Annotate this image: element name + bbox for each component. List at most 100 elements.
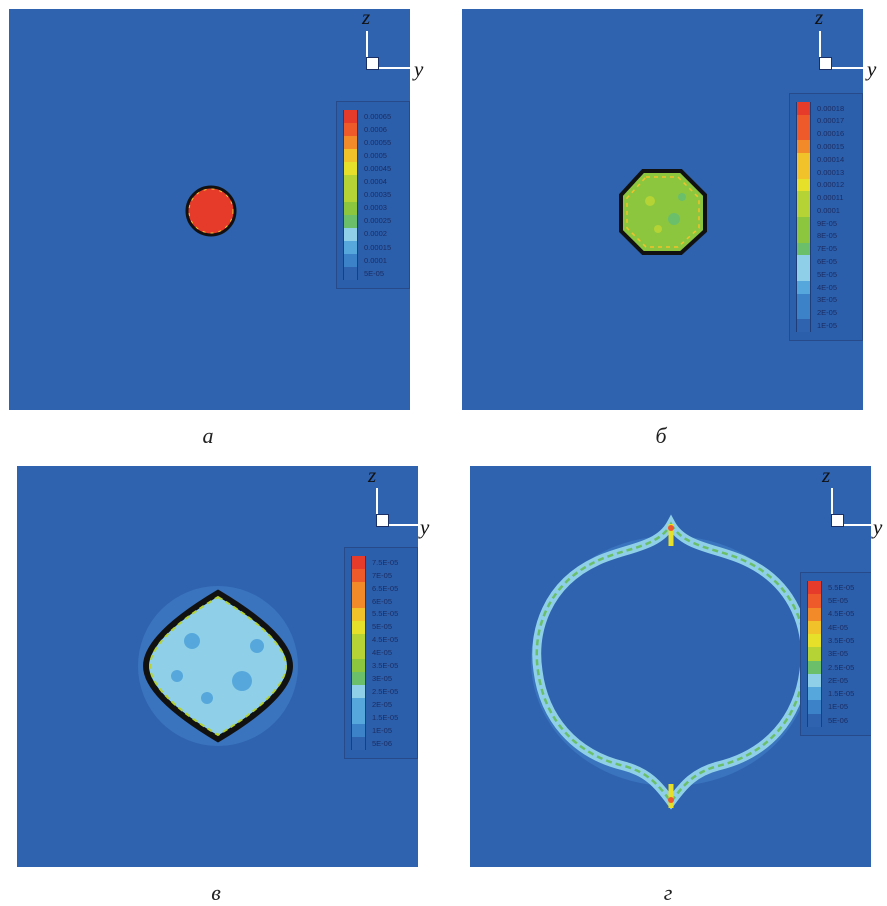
- axis-origin-marker: [819, 57, 832, 70]
- legend-entry: 4.5E-05: [351, 633, 398, 647]
- axis-label-z-b: z: [815, 5, 824, 29]
- legend-label: 0.00011: [817, 193, 844, 203]
- legend-entry: 6.5E-05: [351, 581, 398, 595]
- field-plot-c: [138, 586, 298, 746]
- legend-swatch: [807, 607, 822, 621]
- legend-label: 0.00065: [364, 111, 392, 121]
- axis-label-y-b: y: [867, 57, 877, 81]
- legend-swatch: [351, 633, 366, 647]
- legend-label: 8E-05: [817, 231, 838, 241]
- legend-swatch: [796, 127, 811, 141]
- legend-entry: 1E-05: [351, 724, 392, 738]
- legend-entry: 0.0006: [343, 123, 387, 137]
- legend-entry: 2E-05: [796, 306, 837, 320]
- legend-label: 7.5E-05: [372, 557, 399, 567]
- legend-entry: 4.5E-05: [807, 607, 854, 621]
- legend-entry: 2.5E-05: [351, 685, 399, 699]
- legend-label: 0.00016: [817, 129, 845, 139]
- legend-entry: 0.00025: [343, 214, 391, 228]
- legend-entry: 2.5E-05: [807, 660, 854, 674]
- legend-entry: 0.00018: [796, 102, 844, 115]
- legend-swatch: [807, 594, 822, 608]
- legend-label: 7E-05: [372, 570, 393, 580]
- legend-label: 0.00013: [817, 167, 845, 177]
- legend-entry: 0.00015: [343, 240, 392, 254]
- legend-swatch: [351, 737, 366, 750]
- legend-label: 2.5E-05: [372, 687, 399, 697]
- legend-entry: 4E-05: [351, 646, 392, 660]
- caption-a: а: [202, 423, 214, 448]
- legend-entry: 7E-05: [796, 242, 837, 256]
- legend-entry: 1E-05: [807, 700, 848, 714]
- legend-swatch: [343, 214, 358, 228]
- legend-swatch: [351, 620, 366, 634]
- legend-entry: 0.0002: [343, 227, 387, 241]
- legend-label: 1.5E-05: [828, 689, 855, 699]
- legend-swatch: [343, 227, 358, 241]
- legend-swatch: [796, 293, 811, 307]
- legend-entry: 0.00045: [343, 162, 391, 176]
- legend-entry: 0.00015: [796, 140, 844, 154]
- legend-swatch: [807, 713, 822, 727]
- legend-label: 0.00015: [364, 242, 392, 252]
- legend-swatch: [807, 647, 822, 661]
- panel-a: 0.00065 0.0006 0.00055 0.0005 0.00045 0.0004 0…: [9, 9, 410, 410]
- legend-entry: 1.5E-05: [351, 711, 398, 725]
- legend-swatch: [796, 178, 811, 192]
- legend-entry: 0.00065: [343, 110, 392, 124]
- legend-swatch: [796, 280, 811, 294]
- legend-swatch: [351, 724, 366, 738]
- legend-label: 0.0003: [364, 203, 387, 213]
- legend-entry: 0.00055: [343, 136, 392, 150]
- legend-b: 0.00018 0.00017 0.00016 0.00015 0.00014 0.000…: [789, 93, 863, 341]
- legend-label: 5E-05: [364, 268, 385, 278]
- legend-entry: 2E-05: [807, 673, 848, 688]
- legend-entry: 5E-05: [796, 268, 837, 281]
- legend-label: 6E-05: [372, 596, 393, 606]
- blob-b: [619, 169, 707, 255]
- legend-entry: 1E-05: [796, 319, 837, 332]
- legend-swatch: [351, 594, 366, 608]
- legend-label: 0.00055: [364, 137, 392, 147]
- legend-swatch: [343, 110, 358, 124]
- axis-label-y-c: y: [420, 515, 430, 539]
- legend-swatch: [343, 266, 358, 280]
- legend-label: 0.0006: [364, 124, 387, 134]
- legend-swatch: [343, 149, 358, 163]
- legend-label: 3.5E-05: [372, 661, 399, 671]
- legend-entry: 5E-05: [351, 620, 392, 634]
- legend-entry: 7E-05: [351, 568, 393, 582]
- y-axis-line: [366, 67, 410, 69]
- y-axis-line: [819, 67, 863, 69]
- panel-b: 0.00018 0.00017 0.00016 0.00015 0.00014 0.000…: [462, 9, 863, 410]
- legend-swatch: [807, 660, 822, 674]
- legend-entry: 5E-06: [807, 713, 849, 727]
- legend-entry: 4E-05: [807, 620, 848, 635]
- legend-entry: 0.0003: [343, 201, 387, 215]
- legend-label: 5E-06: [372, 738, 393, 748]
- legend-swatch: [351, 581, 366, 595]
- legend-entry: 9E-05: [796, 217, 837, 230]
- z-axis-line: [831, 488, 833, 526]
- axis-label-y-d: y: [873, 515, 883, 539]
- legend-entry: 7.5E-05: [351, 556, 398, 569]
- legend-entry: 0.00013: [796, 165, 845, 179]
- legend-entry: 5E-05: [807, 594, 848, 608]
- legend-entry: 0.00012: [796, 178, 844, 192]
- legend-swatch: [351, 568, 366, 582]
- legend-entry: 5.5E-05: [351, 607, 398, 621]
- legend-label: 3E-05: [817, 295, 838, 305]
- y-axis-line: [831, 524, 871, 526]
- legend-label: 5E-06: [828, 715, 849, 725]
- z-axis-line: [366, 31, 368, 69]
- legend-swatch: [807, 673, 822, 688]
- legend-swatch: [807, 620, 822, 635]
- legend-entry: 1.5E-05: [807, 687, 855, 701]
- axis-label-z-c: z: [368, 463, 377, 487]
- axis-label-z-a: z: [362, 5, 371, 29]
- axis-origin-marker: [376, 514, 389, 527]
- legend-c: 7.5E-05 7E-05 6.5E-05 6E-05 5.5E-05 5E-05 4.5E…: [344, 547, 418, 759]
- legend-swatch: [343, 123, 358, 137]
- legend-entry: 3E-05: [807, 647, 848, 661]
- axis-origin-marker: [831, 514, 844, 527]
